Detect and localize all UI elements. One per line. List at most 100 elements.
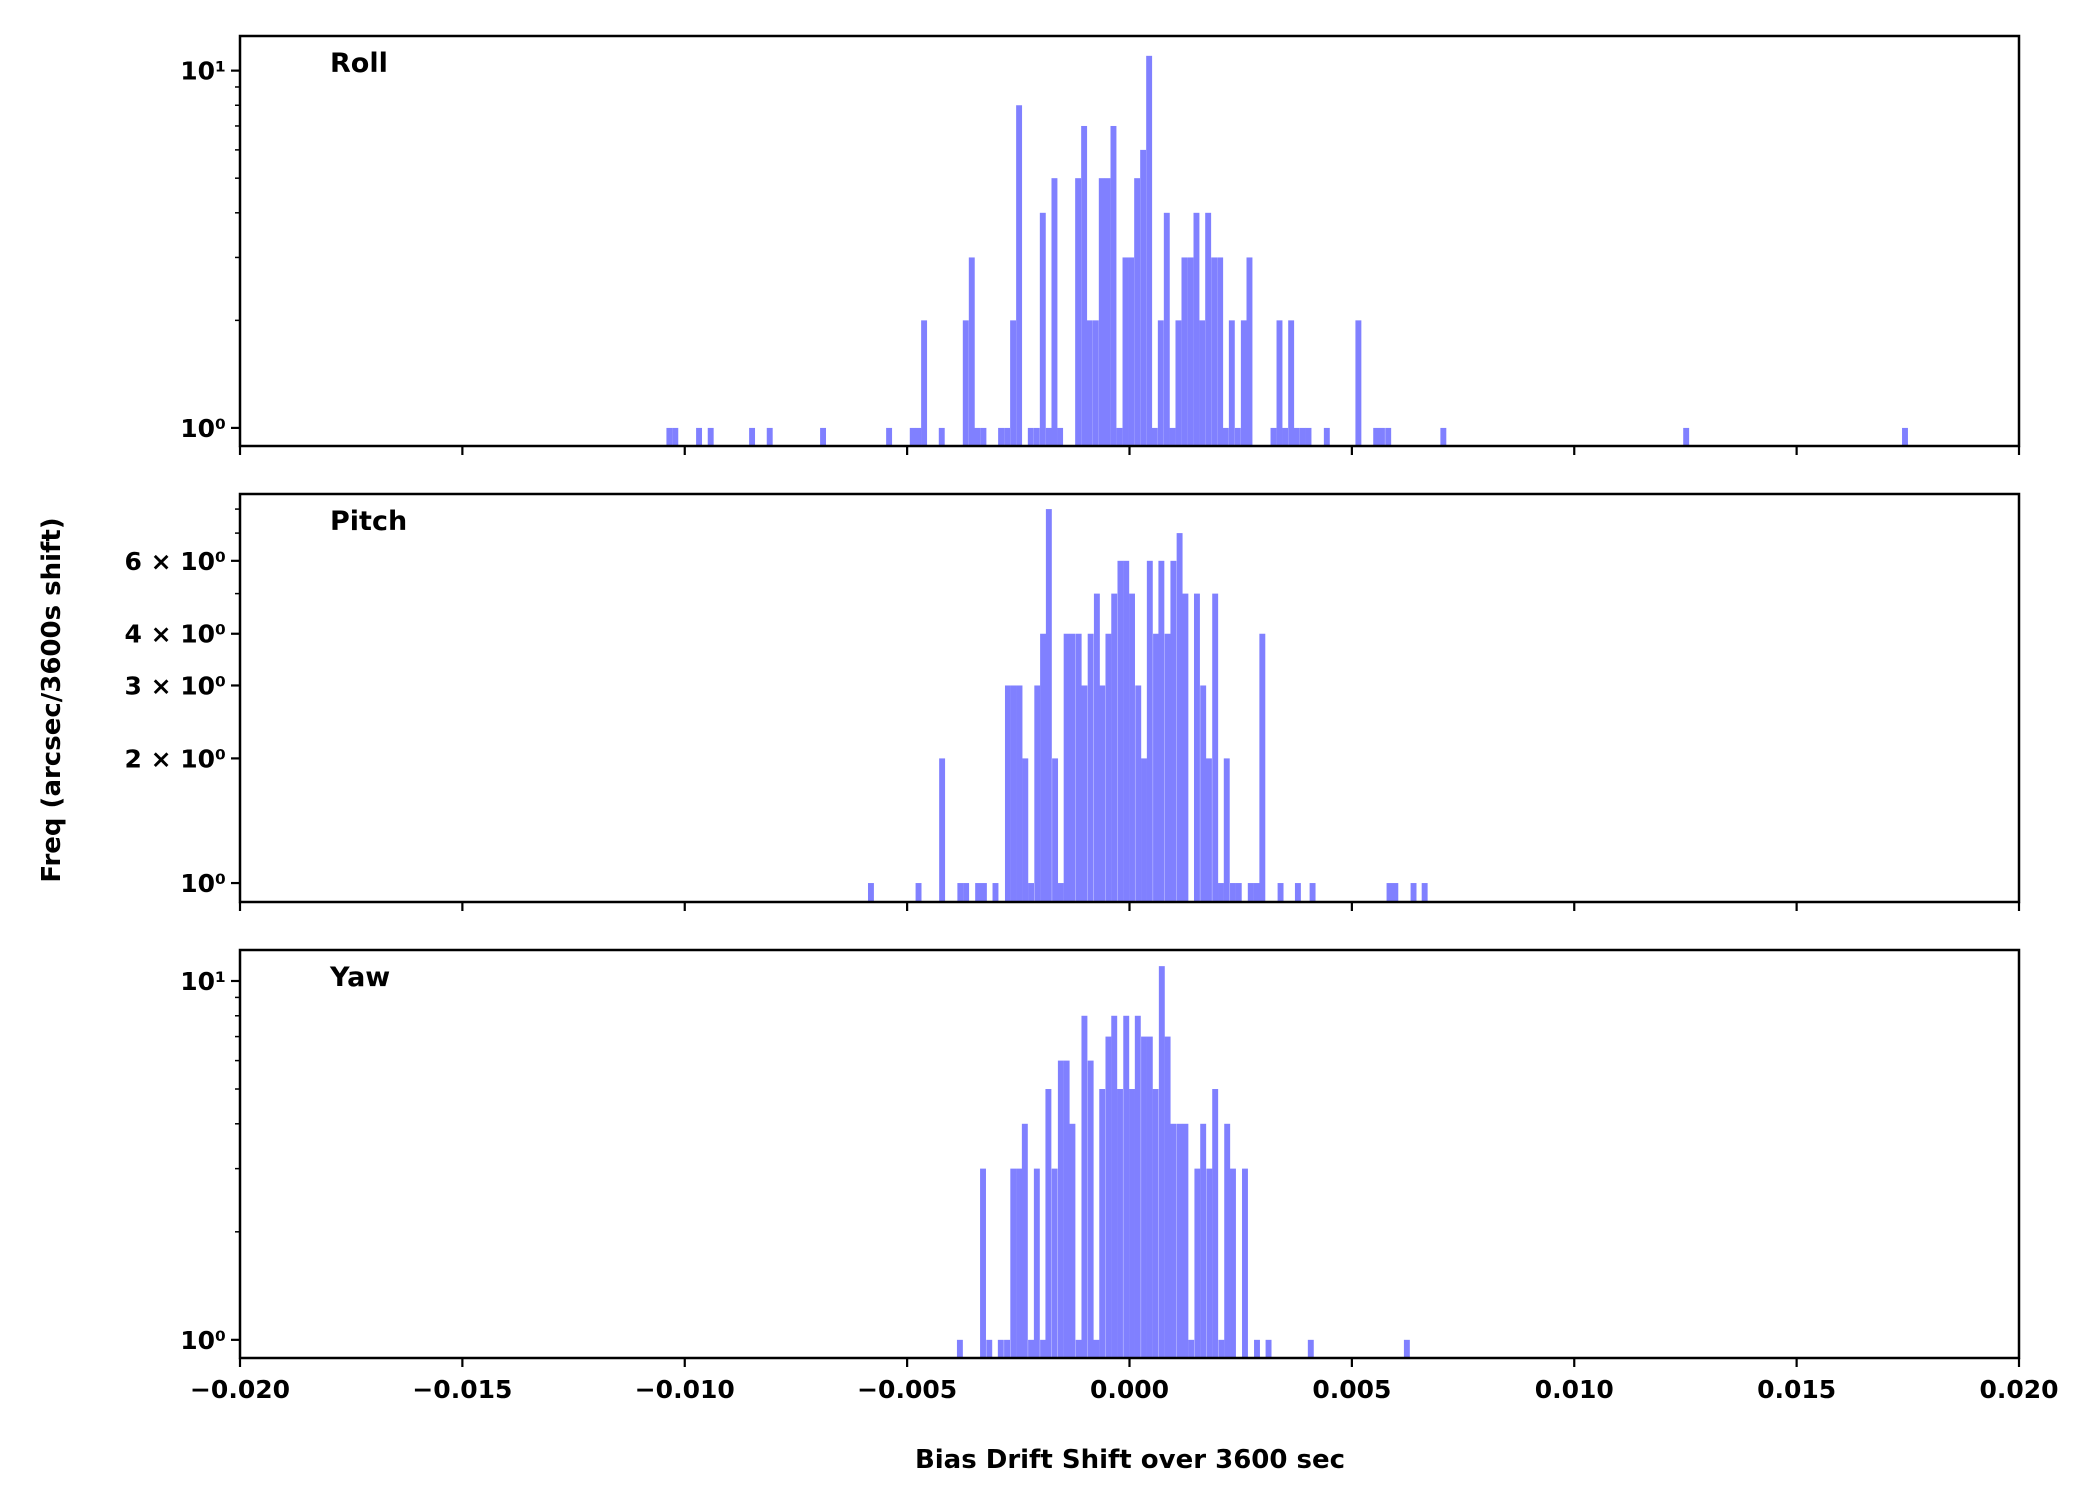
x-tick-label: 0.020 <box>1979 1375 2058 1404</box>
histogram-bar <box>1004 685 1011 902</box>
histogram-bar <box>1099 685 1106 902</box>
x-axis-label: Bias Drift Shift over 3600 sec <box>915 1445 1345 1475</box>
histogram-bar <box>1099 1089 1106 1358</box>
histogram-bar <box>1093 593 1100 902</box>
histogram-bar <box>1200 685 1207 902</box>
histogram-bar <box>1105 633 1112 902</box>
histogram-bar <box>1016 685 1023 902</box>
histogram-bar <box>666 427 673 446</box>
histogram-bar <box>1224 1123 1231 1358</box>
histogram-bar <box>1211 257 1218 446</box>
histogram-bar <box>1230 1168 1236 1358</box>
x-tick-label: 0.010 <box>1535 1375 1614 1404</box>
histogram-bar <box>1440 427 1447 446</box>
histogram-bar <box>1063 1060 1070 1358</box>
histogram-bar <box>1075 1339 1082 1358</box>
histogram-bar <box>998 427 1005 446</box>
histogram-bar <box>1270 427 1277 446</box>
histogram-bar <box>1092 320 1099 446</box>
histogram-bar <box>1040 633 1047 902</box>
histogram-bar <box>1134 178 1141 446</box>
histogram-bar <box>1902 427 1908 446</box>
y-tick-label: 10⁰ <box>180 414 226 443</box>
histogram-bar <box>1218 883 1224 902</box>
histogram-bar <box>1163 212 1170 446</box>
histogram-bar <box>1069 633 1076 902</box>
histogram-bar <box>1151 427 1158 446</box>
histogram-bar <box>1081 125 1088 446</box>
histogram-bar <box>1028 1339 1035 1358</box>
histogram-bar <box>1117 560 1124 902</box>
histogram-bar <box>1129 593 1135 902</box>
y-tick-label: 10¹ <box>180 967 226 996</box>
histogram-bar <box>1016 105 1023 446</box>
histogram-bar <box>1004 1339 1010 1358</box>
histogram-bar <box>1218 1339 1225 1358</box>
y-tick-label: 10¹ <box>180 57 226 86</box>
histogram-bar <box>1164 1036 1171 1358</box>
x-tick-label: 0.015 <box>1757 1375 1836 1404</box>
histogram-bar <box>915 427 922 446</box>
histogram-bar <box>1052 758 1059 902</box>
histogram-bar <box>1230 883 1236 902</box>
histogram-bar <box>1683 427 1690 446</box>
histogram-bar <box>1170 560 1177 902</box>
histogram-bar <box>1176 1123 1183 1358</box>
histogram-bar <box>1169 427 1176 446</box>
histogram-bar <box>1051 1168 1058 1358</box>
histogram-bar <box>1164 633 1171 902</box>
histogram-bar <box>820 427 827 446</box>
histogram-bar <box>1057 427 1064 446</box>
histogram-bar <box>1373 427 1380 446</box>
histogram-bar <box>1087 1060 1094 1358</box>
histogram-bar <box>749 427 756 446</box>
histogram-bar <box>1176 533 1183 902</box>
histogram-bar <box>1111 593 1118 902</box>
y-tick-label: 2 × 10⁰ <box>125 744 227 773</box>
histogram-bar <box>1403 1339 1410 1358</box>
histogram-bar <box>867 883 874 902</box>
histogram-bar <box>1010 1168 1017 1358</box>
histogram-bar <box>1135 685 1142 902</box>
histogram-bar <box>1206 758 1212 902</box>
histogram-bar <box>997 1339 1004 1358</box>
histogram-bar <box>1129 1089 1135 1358</box>
histogram-bar <box>1282 427 1289 446</box>
histogram-bar <box>1293 427 1300 446</box>
histogram-bar <box>1128 257 1135 446</box>
x-tick-label: −0.010 <box>635 1375 735 1404</box>
histogram-bar <box>1421 883 1428 902</box>
histogram-bar <box>1410 883 1417 902</box>
histogram-bar <box>1093 1339 1100 1358</box>
histogram-bar <box>1234 427 1241 446</box>
histogram-bar <box>672 427 679 446</box>
histogram-bar <box>1253 883 1260 902</box>
histogram-bar <box>1355 320 1362 446</box>
histogram-bar <box>1034 685 1041 902</box>
histogram-bar <box>1379 427 1385 446</box>
histogram-bar <box>1181 257 1188 446</box>
histogram-bar <box>915 883 922 902</box>
histogram-bar <box>963 883 970 902</box>
histogram-bar <box>1081 1015 1088 1358</box>
histogram-bar <box>1288 320 1295 446</box>
histogram-bar <box>1187 257 1194 446</box>
histogram-bar <box>1110 125 1117 446</box>
histogram-bar <box>1182 593 1189 902</box>
panel-pitch: 10⁰ 2 × 10⁰ 3 × 10⁰ 4 × 10⁰ 6 × 10⁰ Pitch <box>125 492 2021 911</box>
histogram-bar <box>1259 633 1266 902</box>
histogram-bar <box>1277 883 1284 902</box>
y-tick-label: 6 × 10⁰ <box>125 547 227 576</box>
histogram-bar <box>1081 685 1088 902</box>
histogram-bar <box>1122 257 1129 446</box>
histogram-bar <box>1157 320 1164 446</box>
histogram-bar <box>975 883 982 902</box>
histogram-bar <box>1040 1339 1047 1358</box>
histogram-bar <box>1075 178 1082 446</box>
histogram-bar <box>1146 1036 1153 1358</box>
histogram-bar <box>1063 633 1070 902</box>
histogram-bar <box>1140 149 1147 446</box>
histogram-bar <box>1188 1339 1195 1358</box>
histogram-bar <box>1193 593 1200 902</box>
